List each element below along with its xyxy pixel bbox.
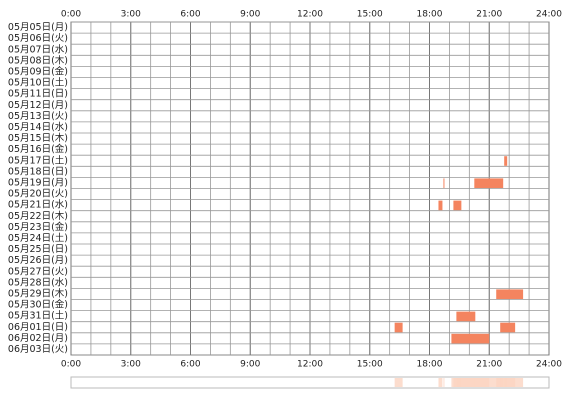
row-label: 05月29日(木) <box>8 287 68 299</box>
x-tick-label-bottom: 12:00 <box>297 360 323 370</box>
activity-bar <box>438 200 443 211</box>
activity-bar <box>496 289 524 299</box>
row-label: 05月09日(金) <box>8 65 68 77</box>
row-label: 05月12日(月) <box>8 100 68 111</box>
x-tick-label-top: 15:00 <box>357 10 383 20</box>
row-label: 05月17日(土) <box>8 154 68 166</box>
x-tick-label-top: 21:00 <box>476 10 502 20</box>
row-label: 05月24日(土) <box>8 232 68 244</box>
x-tick-label-bottom: 18:00 <box>417 360 443 370</box>
x-tick-label-bottom: 9:00 <box>240 360 260 370</box>
activity-bar <box>456 311 476 322</box>
summary-segment <box>451 378 490 387</box>
row-label: 05月30日(金) <box>8 299 68 311</box>
x-tick-label-top: 18:00 <box>417 10 443 20</box>
row-label: 05月05日(月) <box>8 22 68 33</box>
row-label: 05月18日(日) <box>8 166 68 177</box>
x-tick-label-bottom: 24:00 <box>536 360 562 370</box>
row-label: 05月22日(木) <box>8 210 68 222</box>
activity-bar <box>453 200 462 211</box>
row-label: 05月23日(金) <box>8 221 68 233</box>
row-label: 05月08日(木) <box>8 54 68 66</box>
x-tick-label-top: 3:00 <box>121 10 141 20</box>
x-tick-label-bottom: 15:00 <box>357 360 383 370</box>
row-label: 06月01日(日) <box>8 322 68 333</box>
row-label: 06月02日(月) <box>8 333 68 344</box>
summary-strip <box>70 376 550 389</box>
summary-segment <box>443 378 445 387</box>
activity-bar <box>443 178 445 188</box>
row-label: 05月20日(火) <box>8 189 68 200</box>
activity-bar <box>474 178 504 188</box>
row-label: 05月25日(日) <box>8 244 68 255</box>
x-tick-label-bottom: 21:00 <box>476 360 502 370</box>
row-label: 05月10日(土) <box>8 77 68 89</box>
summary-segment <box>438 378 443 387</box>
row-label: 05月13日(火) <box>8 111 68 122</box>
row-label: 05月11日(日) <box>8 89 68 100</box>
activity-bar <box>451 333 490 344</box>
x-tick-label-bottom: 0:00 <box>61 360 81 370</box>
x-tick-label-top: 24:00 <box>536 10 562 20</box>
activity-bar <box>394 322 403 333</box>
row-label: 05月07日(水) <box>8 43 68 55</box>
row-label: 05月19日(月) <box>8 177 68 188</box>
row-label: 05月31日(土) <box>8 310 68 322</box>
x-tick-label-top: 6:00 <box>180 10 200 20</box>
activity-bar <box>500 322 516 333</box>
row-label: 05月28日(水) <box>8 276 68 288</box>
row-label: 05月15日(木) <box>8 132 68 144</box>
x-tick-label-top: 9:00 <box>240 10 260 20</box>
x-tick-label-top: 12:00 <box>297 10 323 20</box>
row-label: 06月03日(火) <box>8 344 68 355</box>
row-label: 05月16日(金) <box>8 143 68 155</box>
summary-segment <box>500 378 516 387</box>
row-label: 05月27日(火) <box>8 266 68 277</box>
activity-bar <box>504 156 508 166</box>
row-label: 05月21日(水) <box>8 199 68 211</box>
x-tick-label-bottom: 3:00 <box>121 360 141 370</box>
row-label: 05月06日(火) <box>8 33 68 44</box>
summary-segment <box>394 378 403 387</box>
row-label: 05月26日(月) <box>8 255 68 266</box>
x-tick-label-top: 0:00 <box>61 10 81 20</box>
row-label: 05月14日(水) <box>8 121 68 133</box>
x-tick-label-bottom: 6:00 <box>180 360 200 370</box>
